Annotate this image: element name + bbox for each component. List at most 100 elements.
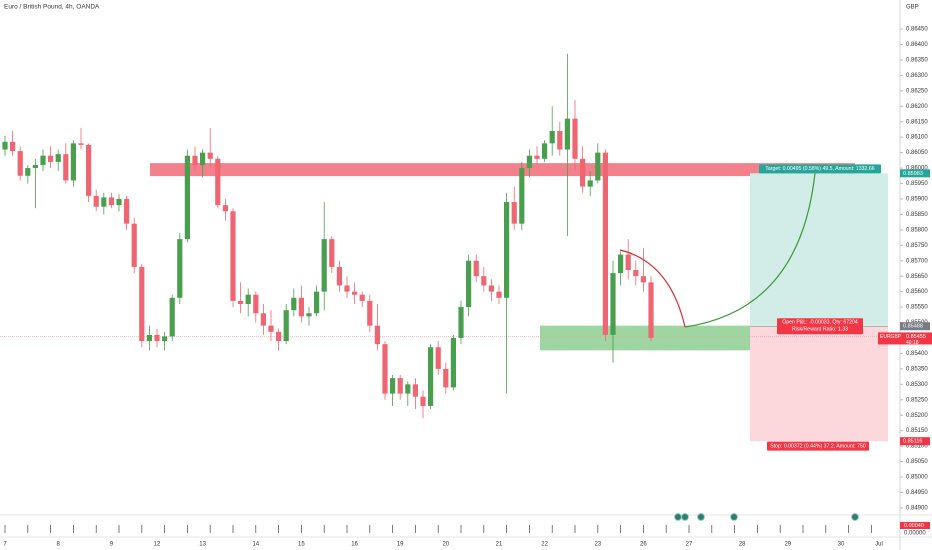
candle-body [139, 266, 145, 342]
y-tick-label: 0.86250 [906, 88, 928, 94]
candle-body [572, 118, 578, 159]
candle-body [108, 197, 114, 206]
candle-body [595, 152, 601, 181]
entry-price: 0.85488 [903, 324, 923, 330]
y-tick-label: 0.86200 [906, 104, 928, 110]
y-tick-label: 0.85600 [906, 289, 928, 295]
candle-body [473, 260, 479, 277]
candle-body [25, 168, 31, 176]
candle-body [260, 313, 266, 326]
candle-body [610, 273, 616, 335]
lower-axis-label: 0.00040 [904, 523, 924, 529]
candle-body [116, 198, 122, 206]
y-tick-label: 0.84900 [906, 505, 928, 511]
candle-body [306, 313, 312, 317]
candle-body [93, 195, 99, 207]
y-tick-label: 0.86100 [906, 135, 928, 141]
candle-body [321, 239, 327, 292]
candle-body [420, 396, 426, 406]
target-price: 0.85983 [903, 171, 923, 177]
candle-body [633, 270, 639, 277]
pnl-label: Open P&L: -0.00033, Qty: 67204 [782, 320, 858, 326]
x-tick-label: 29 [784, 542, 791, 548]
candle-body [55, 154, 61, 162]
candle-body [238, 300, 244, 304]
candle-body [488, 285, 494, 292]
candle-body [412, 384, 418, 397]
candle-body [169, 297, 175, 337]
candle-body [435, 347, 441, 369]
y-tick-label: 0.85700 [906, 258, 928, 264]
candle-body [618, 254, 624, 274]
x-tick-label: Jul [875, 542, 883, 548]
candle-body [397, 378, 403, 394]
x-tick-label: 16 [351, 542, 358, 548]
x-tick-label: 13 [199, 542, 206, 548]
countdown-label: 40:18 [906, 340, 919, 346]
event-icon [730, 513, 738, 521]
y-tick-label: 0.85050 [906, 459, 928, 465]
target-price-box [900, 169, 930, 178]
candle-body [63, 154, 69, 181]
candle-body [177, 239, 183, 298]
y-tick-label: 0.85550 [906, 305, 928, 311]
event-icon [697, 513, 705, 521]
forecast-arc [619, 249, 686, 328]
y-tick-label: 0.85400 [906, 351, 928, 357]
y-tick-label: 0.86000 [906, 166, 928, 172]
candle-body [283, 310, 289, 342]
candle-body [443, 368, 449, 388]
candle-body [329, 239, 335, 267]
target-label-box [759, 164, 881, 174]
candle-body [276, 331, 282, 342]
x-tick-label: 28 [739, 542, 746, 548]
rr-label: Risk/Reward Ratio: 1.33 [792, 327, 848, 333]
stop-price-box [900, 437, 930, 446]
y-tick-label: 0.85150 [906, 428, 928, 434]
candle-body [564, 118, 570, 150]
stop-label-box [767, 441, 869, 451]
pnl-box [777, 318, 863, 335]
y-tick-label: 0.85750 [906, 243, 928, 249]
candle-body [314, 291, 320, 314]
candle-body [2, 141, 8, 150]
candle-body [382, 344, 388, 394]
candle-body [298, 297, 304, 317]
x-tick-label: 9 [110, 542, 114, 548]
candle-body [291, 297, 297, 311]
candle-body [207, 152, 213, 159]
candle-body [519, 168, 525, 224]
currency: GBP [906, 5, 919, 11]
x-tick-label: 15 [298, 542, 305, 548]
candle-body [253, 294, 259, 314]
forecast-curve [684, 172, 816, 328]
candle-body [526, 155, 532, 169]
x-tick-label: 27 [686, 542, 693, 548]
candle-body [344, 285, 350, 292]
zone [150, 163, 855, 177]
x-tick-label: 19 [397, 542, 404, 548]
x-tick-label: 8 [57, 542, 61, 548]
x-tick-label: 23 [594, 542, 601, 548]
candle-body [131, 223, 137, 267]
y-tick-label: 0.85350 [906, 366, 928, 372]
target-label: Target: 0.00495 (0.58%) 49.5, Amount: 13… [765, 166, 874, 172]
candle-body [336, 266, 342, 286]
y-tick-label: 0.85950 [906, 181, 928, 187]
x-tick-label: 14 [252, 542, 259, 548]
y-tick-label: 0.86300 [906, 73, 928, 79]
x-tick-label: 12 [154, 542, 161, 548]
candle-body [70, 143, 76, 181]
chart-title: Euro / British Pound, 4h, OANDA [4, 4, 100, 11]
candle-body [124, 198, 130, 224]
x-tick-label: 7 [3, 542, 7, 548]
candle-body [40, 155, 46, 165]
candle-body [625, 254, 631, 271]
event-icon [851, 513, 859, 521]
candle-body [192, 155, 198, 165]
candle-body [352, 291, 358, 295]
y-tick-label: 0.85300 [906, 382, 928, 388]
candle-body [580, 158, 586, 187]
candle-body [542, 143, 548, 159]
